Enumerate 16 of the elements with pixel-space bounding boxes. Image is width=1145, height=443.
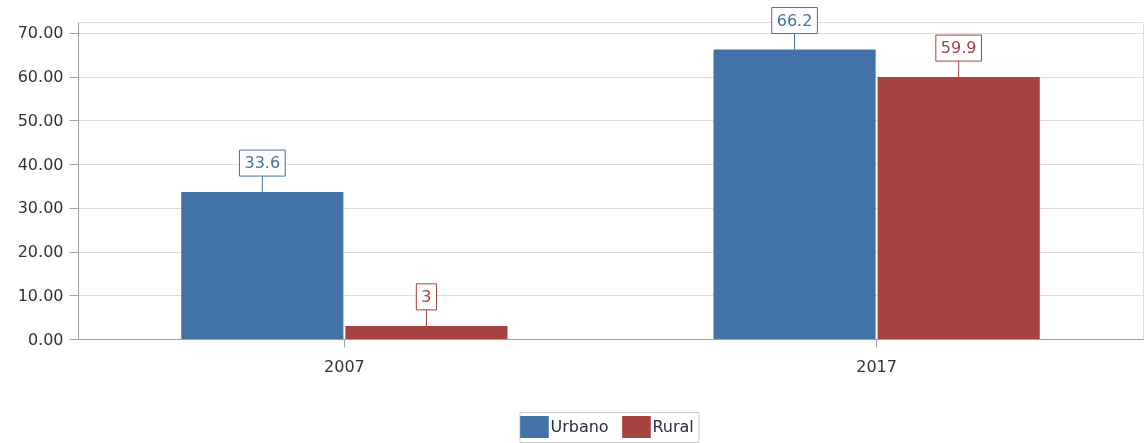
y-tick-label: 20.00: [17, 242, 64, 262]
legend-label: Urbano: [550, 417, 609, 436]
y-tick-label: 0.00: [27, 329, 64, 349]
x-tick-label: 2017: [856, 356, 897, 376]
x-tick-label: 2007: [324, 356, 365, 376]
data-label: 3: [421, 286, 432, 306]
y-tick-label: 30.00: [17, 198, 64, 218]
y-tick-label: 70.00: [17, 23, 64, 43]
y-tick-label: 60.00: [17, 67, 64, 87]
legend-label: Rural: [652, 417, 694, 436]
data-label: 33.6: [244, 153, 281, 173]
y-tick-label: 50.00: [17, 110, 64, 130]
data-label: 59.9: [940, 38, 977, 58]
data-label: 66.2: [776, 10, 813, 30]
y-tick-label: 10.00: [17, 285, 64, 305]
y-tick-label: 40.00: [17, 154, 64, 174]
